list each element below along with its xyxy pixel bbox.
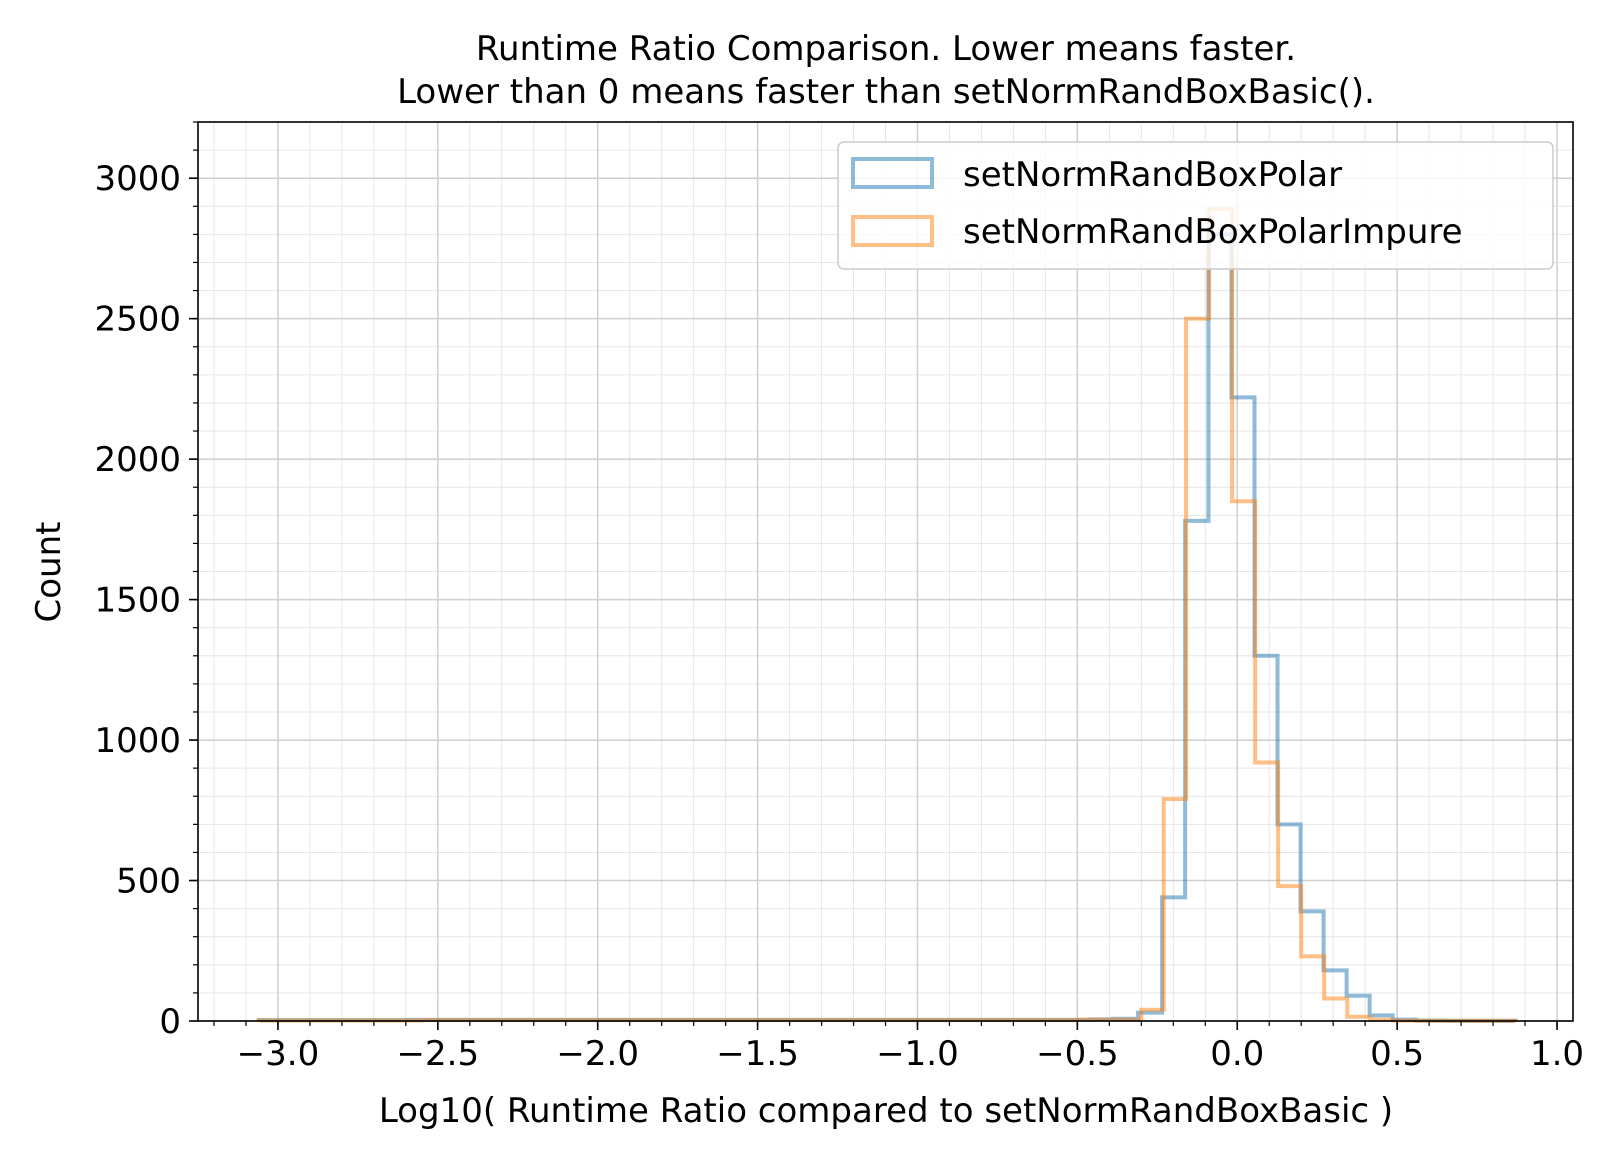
y-axis-label: Count bbox=[29, 522, 69, 623]
y-tick-label: 2500 bbox=[94, 300, 181, 340]
legend: setNormRandBoxPolar setNormRandBoxPolarI… bbox=[837, 141, 1554, 270]
x-tick-label: −2.0 bbox=[556, 1034, 639, 1074]
y-tick-label: 0 bbox=[159, 1002, 181, 1042]
y-tick-label: 1000 bbox=[94, 721, 181, 761]
y-tick-label: 3000 bbox=[94, 159, 181, 199]
histogram-series-1 bbox=[256, 207, 1518, 1023]
x-tick-label: −3.0 bbox=[237, 1034, 320, 1074]
axis-ticks: −3.0 −2.5 −2.0 −1.5 −1.0 −0.5 0.0 0.5 1.0 0 500 100… bbox=[94, 121, 1584, 1074]
x-tick-label: −2.5 bbox=[397, 1034, 480, 1074]
legend-label-polar: setNormRandBoxPolar bbox=[963, 155, 1342, 195]
x-tick-label: −1.0 bbox=[876, 1034, 959, 1074]
x-tick-label: 0.5 bbox=[1370, 1034, 1424, 1074]
x-tick-label: 1.0 bbox=[1530, 1034, 1584, 1074]
x-axis-label: Log10( Runtime Ratio compared to setNorm… bbox=[379, 1091, 1393, 1131]
chart-title: Runtime Ratio Comparison. Lower means fa… bbox=[476, 29, 1296, 69]
y-tick-label: 500 bbox=[116, 862, 181, 902]
chart-subtitle: Lower than 0 means faster than setNormRa… bbox=[397, 72, 1375, 112]
legend-box bbox=[837, 141, 1554, 270]
histogram-steps bbox=[256, 207, 1518, 1023]
x-tick-label: 0.0 bbox=[1210, 1034, 1264, 1074]
y-tick-label: 1500 bbox=[94, 581, 181, 621]
y-tick-label: 2000 bbox=[94, 440, 181, 480]
x-tick-label: −0.5 bbox=[1036, 1034, 1119, 1074]
legend-label-polar-impure: setNormRandBoxPolarImpure bbox=[963, 212, 1463, 252]
x-tick-label: −1.5 bbox=[716, 1034, 799, 1074]
legend-swatch-polar-impure bbox=[851, 215, 934, 247]
legend-swatch-polar bbox=[851, 157, 934, 189]
